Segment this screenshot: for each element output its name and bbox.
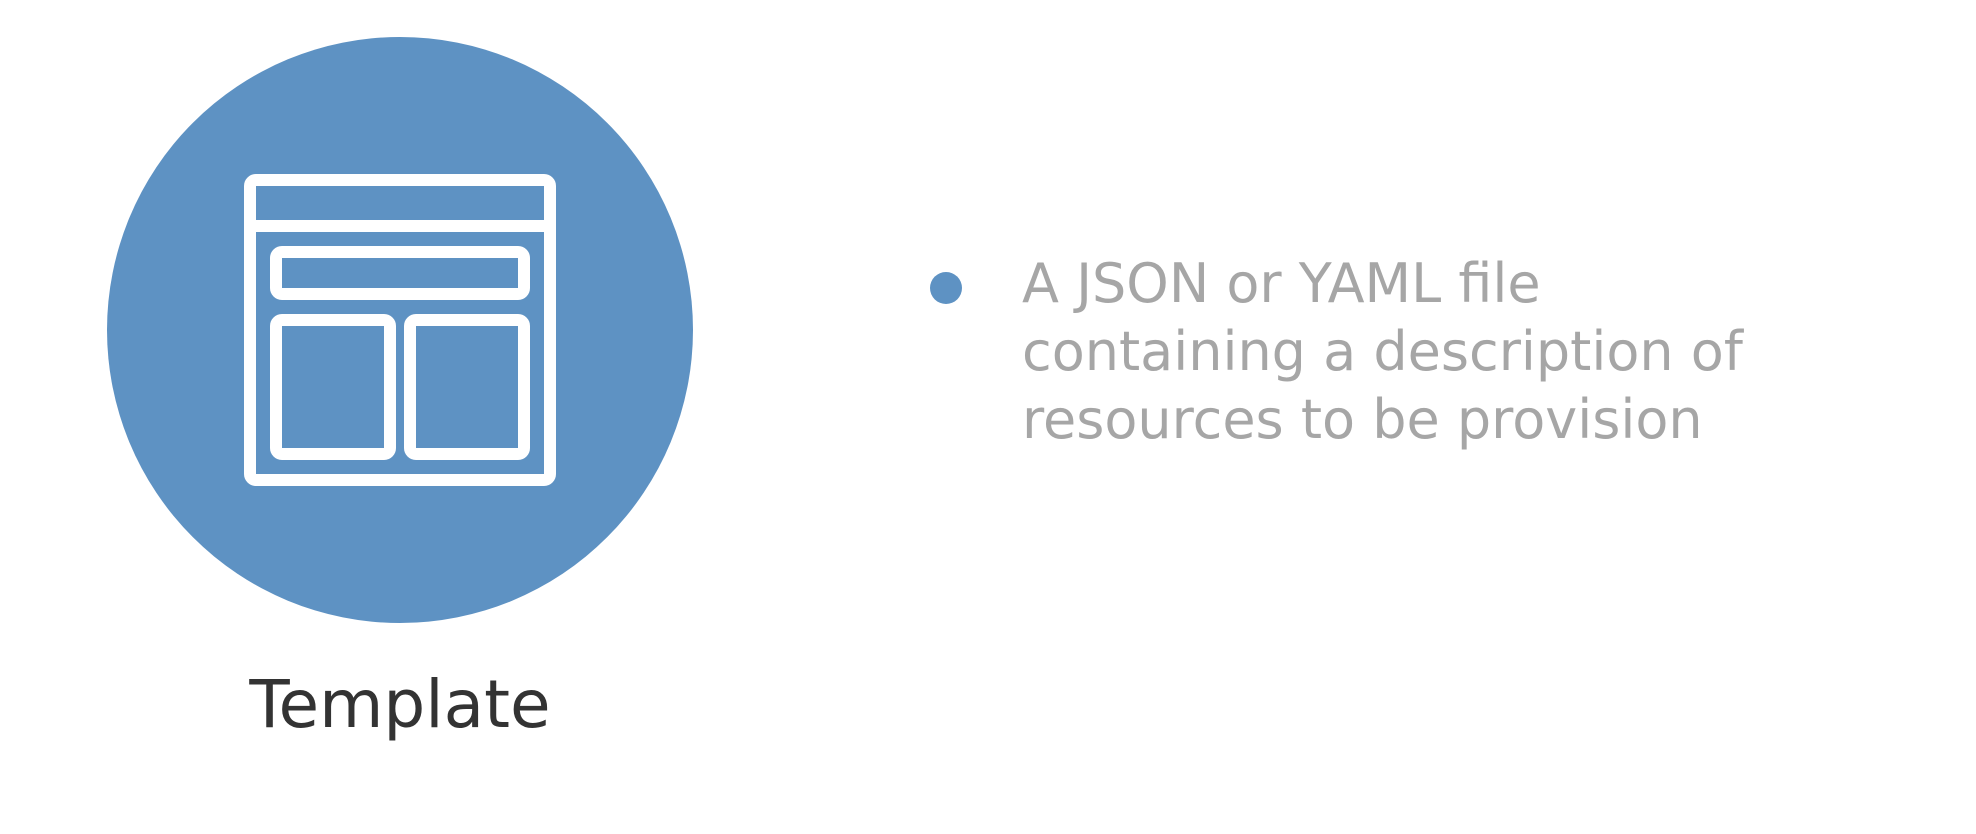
bullet-dot-icon bbox=[930, 272, 962, 304]
template-icon-circle bbox=[107, 37, 693, 623]
template-caption: Template bbox=[249, 666, 551, 743]
bullet-line: resources to be provision bbox=[1022, 388, 1703, 451]
template-layout-icon bbox=[244, 174, 556, 486]
bullet-line: A JSON or YAML file bbox=[1022, 252, 1541, 315]
bullet-line: containing a description of bbox=[1022, 320, 1743, 383]
bullet-text: A JSON or YAML file containing a descrip… bbox=[1022, 250, 1782, 454]
